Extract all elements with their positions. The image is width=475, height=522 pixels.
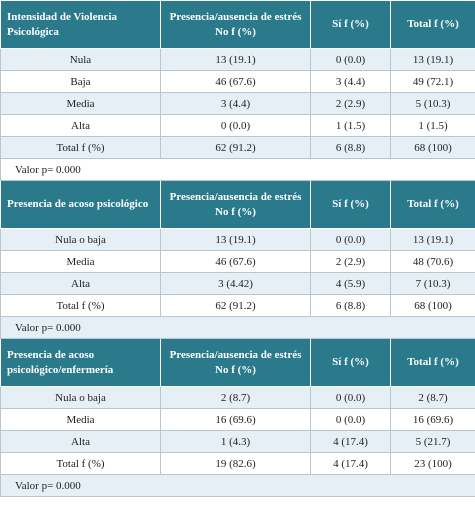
p-value-note: Valor p= 0.000 — [0, 474, 475, 497]
cell: 48 (70.6) — [390, 250, 475, 273]
data-row: Nula o baja 13 (19.1) 0 (0.0) 13 (19.1) — [0, 228, 475, 251]
cell: Media — [0, 250, 161, 273]
data-row: Baja 46 (67.6) 3 (4.4) 49 (72.1) — [0, 70, 475, 93]
cell: 1 (4.3) — [160, 430, 311, 453]
cell: Total f (%) — [0, 452, 161, 475]
cell: Alta — [0, 272, 161, 295]
header-row: Intensidad de Violencia Psicológica Prese… — [0, 0, 475, 49]
header-row: Presencia de acoso psicológico Presencia/… — [0, 180, 475, 229]
data-row: Media 46 (67.6) 2 (2.9) 48 (70.6) — [0, 250, 475, 273]
data-row: Alta 0 (0.0) 1 (1.5) 1 (1.5) — [0, 114, 475, 137]
data-row: Total f (%) 62 (91.2) 6 (8.8) 68 (100) — [0, 136, 475, 159]
data-row: Media 3 (4.4) 2 (2.9) 5 (10.3) — [0, 92, 475, 115]
cell: 2 (2.9) — [310, 92, 391, 115]
cell: 6 (8.8) — [310, 136, 391, 159]
cell: 46 (67.6) — [160, 70, 311, 93]
p-value-note: Valor p= 0.000 — [0, 158, 475, 181]
table: Intensidad de Violencia Psicológica Prese… — [0, 0, 475, 497]
cell: 13 (19.1) — [160, 48, 311, 71]
cell: 0 (0.0) — [310, 228, 391, 251]
cell: 4 (17.4) — [310, 452, 391, 475]
note-row: Valor p= 0.000 — [0, 316, 475, 339]
cell: Nula o baja — [0, 228, 161, 251]
cell: 2 (8.7) — [390, 386, 475, 409]
cell: 68 (100) — [390, 294, 475, 317]
cell: 4 (5.9) — [310, 272, 391, 295]
cell: 49 (72.1) — [390, 70, 475, 93]
cell: 5 (10.3) — [390, 92, 475, 115]
cell: 1 (1.5) — [310, 114, 391, 137]
cell: 0 (0.0) — [310, 386, 391, 409]
header-cell: Total f (%) — [390, 0, 475, 49]
header-cell: Presencia/ausencia de estrés No f (%) — [160, 338, 311, 387]
cell: 2 (2.9) — [310, 250, 391, 273]
header-cell: Presencia de acoso psicológico/enfermerí… — [0, 338, 161, 387]
cell: Media — [0, 92, 161, 115]
cell: 68 (100) — [390, 136, 475, 159]
cell: 13 (19.1) — [160, 228, 311, 251]
data-row: Alta 1 (4.3) 4 (17.4) 5 (21.7) — [0, 430, 475, 453]
cell: Alta — [0, 430, 161, 453]
cell: 3 (4.4) — [310, 70, 391, 93]
cell: 16 (69.6) — [390, 408, 475, 431]
cell: Nula o baja — [0, 386, 161, 409]
cell: 16 (69.6) — [160, 408, 311, 431]
data-row: Total f (%) 62 (91.2) 6 (8.8) 68 (100) — [0, 294, 475, 317]
cell: 0 (0.0) — [310, 48, 391, 71]
cell: 6 (8.8) — [310, 294, 391, 317]
note-row: Valor p= 0.000 — [0, 158, 475, 181]
header-cell: Total f (%) — [390, 338, 475, 387]
cell: 4 (17.4) — [310, 430, 391, 453]
cell: 23 (100) — [390, 452, 475, 475]
data-row: Nula 13 (19.1) 0 (0.0) 13 (19.1) — [0, 48, 475, 71]
table-body: Intensidad de Violencia Psicológica Prese… — [0, 0, 475, 497]
header-row: Presencia de acoso psicológico/enfermerí… — [0, 338, 475, 387]
cell: 2 (8.7) — [160, 386, 311, 409]
p-value-note: Valor p= 0.000 — [0, 316, 475, 339]
cell: 46 (67.6) — [160, 250, 311, 273]
cell: 19 (82.6) — [160, 452, 311, 475]
header-cell: Sí f (%) — [310, 0, 391, 49]
cell: 3 (4.42) — [160, 272, 311, 295]
header-cell: Sí f (%) — [310, 180, 391, 229]
data-row: Media 16 (69.6) 0 (0.0) 16 (69.6) — [0, 408, 475, 431]
cell: 0 (0.0) — [310, 408, 391, 431]
cell: 0 (0.0) — [160, 114, 311, 137]
data-row: Total f (%) 19 (82.6) 4 (17.4) 23 (100) — [0, 452, 475, 475]
cell: Media — [0, 408, 161, 431]
cell: 13 (19.1) — [390, 228, 475, 251]
data-row: Alta 3 (4.42) 4 (5.9) 7 (10.3) — [0, 272, 475, 295]
header-cell: Total f (%) — [390, 180, 475, 229]
cell: 62 (91.2) — [160, 294, 311, 317]
cell: 13 (19.1) — [390, 48, 475, 71]
data-row: Nula o baja 2 (8.7) 0 (0.0) 2 (8.7) — [0, 386, 475, 409]
header-cell: Intensidad de Violencia Psicológica — [0, 0, 161, 49]
cell: Nula — [0, 48, 161, 71]
header-cell: Presencia/ausencia de estrés No f (%) — [160, 180, 311, 229]
cell: 1 (1.5) — [390, 114, 475, 137]
cell: Alta — [0, 114, 161, 137]
cell: 5 (21.7) — [390, 430, 475, 453]
header-cell: Presencia/ausencia de estrés No f (%) — [160, 0, 311, 49]
header-cell: Sí f (%) — [310, 338, 391, 387]
cell: Total f (%) — [0, 294, 161, 317]
cell: Total f (%) — [0, 136, 161, 159]
cell: 3 (4.4) — [160, 92, 311, 115]
header-cell: Presencia de acoso psicológico — [0, 180, 161, 229]
cell: 62 (91.2) — [160, 136, 311, 159]
cell: Baja — [0, 70, 161, 93]
cell: 7 (10.3) — [390, 272, 475, 295]
note-row: Valor p= 0.000 — [0, 474, 475, 497]
